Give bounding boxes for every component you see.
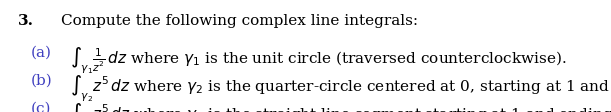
Text: $\int_{\gamma_3} z^5\, dz$ where $\gamma_3$ is the straight line segment startin: $\int_{\gamma_3} z^5\, dz$ where $\gamma… bbox=[70, 101, 611, 112]
Text: (a): (a) bbox=[31, 45, 51, 59]
Text: $\int_{\gamma_1} \frac{1}{z^2}\, dz$ where $\gamma_1$ is the unit circle (traver: $\int_{\gamma_1} \frac{1}{z^2}\, dz$ whe… bbox=[70, 45, 567, 75]
Text: (b): (b) bbox=[31, 73, 53, 87]
Text: 3.: 3. bbox=[18, 13, 34, 27]
Text: Compute the following complex line integrals:: Compute the following complex line integ… bbox=[61, 13, 418, 27]
Text: (c): (c) bbox=[31, 101, 51, 112]
Text: $\int_{\gamma_2} z^5\, dz$ where $\gamma_2$ is the quarter-circle centered at 0,: $\int_{\gamma_2} z^5\, dz$ where $\gamma… bbox=[70, 73, 611, 103]
